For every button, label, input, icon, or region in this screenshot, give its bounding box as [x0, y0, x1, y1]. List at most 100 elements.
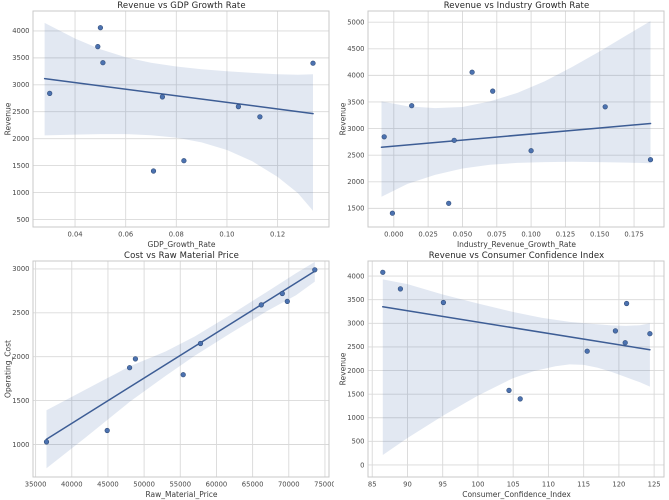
- y-tick-label: 2500: [12, 108, 29, 116]
- scatter-point: [380, 269, 386, 275]
- y-tick-label: 2500: [347, 151, 364, 159]
- x-tick-label: 40000: [61, 481, 83, 489]
- x-tick-label: 0.06: [118, 231, 133, 239]
- chart-title: Cost vs Raw Material Price: [124, 251, 239, 261]
- x-tick-label: 0.075: [487, 231, 506, 239]
- y-axis-label: Revenue: [338, 352, 348, 386]
- scatter-point: [197, 340, 204, 347]
- y-tick-label: 4000: [347, 272, 364, 280]
- scatter-point: [310, 60, 316, 66]
- scatter-point: [622, 340, 628, 346]
- y-tick-label: 3000: [347, 125, 364, 133]
- x-tick-label: 35000: [25, 481, 47, 489]
- x-tick-label: 0.000: [384, 231, 403, 239]
- y-tick-label: 3500: [347, 296, 364, 304]
- y-tick-label: 4500: [347, 45, 364, 53]
- scatter-point: [132, 356, 138, 362]
- y-tick-label: 3500: [347, 98, 364, 106]
- revenue-vs-gdp-plot: 0.04 0.06 0.08 0.10 0.12 500 1000 1500 2000 2500 3…: [12, 10, 330, 239]
- x-tick-label: 125: [648, 481, 661, 489]
- x-tick-label: 0.12: [270, 231, 285, 239]
- scatter-point: [47, 90, 53, 96]
- scatter-point: [95, 43, 101, 50]
- chart-title: Revenue vs Industry Growth Rate: [443, 1, 590, 11]
- x-axis-label: GDP_Growth_Rate: [147, 240, 216, 249]
- y-axis-label: Revenue: [338, 102, 348, 136]
- x-tick-label: 0.050: [453, 231, 472, 239]
- scatter-point: [279, 290, 285, 297]
- scatter-point: [104, 427, 110, 434]
- cost-vs-raw-material-plot: 35000 40000 45000 50000 55000 60000 65000 70000…: [12, 260, 334, 489]
- scatter-point: [469, 69, 475, 75]
- y-tick-label: 500: [17, 216, 30, 224]
- scatter-point: [440, 299, 446, 306]
- revenue-vs-industry-plot: 0.000 0.025 0.050 0.075 0.100 0.125 0.150 0.175…: [347, 10, 665, 239]
- chart-title: Revenue vs GDP Growth Rate: [117, 1, 246, 11]
- chart-title: Revenue vs Consumer Confidence Index: [428, 251, 605, 261]
- y-tick-label: 4000: [12, 27, 29, 35]
- confidence-band: [44, 22, 313, 211]
- x-tick-label: 0.04: [67, 231, 82, 239]
- y-tick-label: 4000: [347, 72, 364, 80]
- x-axis-label: Raw_Material_Price: [145, 490, 218, 499]
- scatter-point: [235, 103, 241, 110]
- x-tick-label: 60000: [206, 481, 228, 489]
- confidence-band: [382, 279, 650, 455]
- regression-line: [380, 122, 652, 148]
- scatter-point: [100, 60, 106, 66]
- scatter-point: [284, 298, 290, 305]
- x-axis-label: Industry_Revenue_Growth_Rate: [456, 240, 577, 249]
- scatter-point: [506, 387, 512, 393]
- scatter-point: [180, 372, 186, 378]
- chart-revenue-vs-industry-growth: 0.000 0.025 0.050 0.075 0.100 0.125 0.150 0.175…: [335, 0, 669, 250]
- scatter-point: [312, 267, 318, 273]
- scatter-point: [647, 157, 654, 163]
- x-tick-label: 70000: [278, 481, 300, 489]
- x-axis-label: Consumer_Confidence_Index: [462, 490, 571, 499]
- plot-background: [33, 261, 329, 477]
- x-tick-label: 85: [368, 481, 377, 489]
- y-tick-label: 2500: [12, 309, 29, 317]
- scatter-point: [451, 137, 457, 143]
- y-axis-label: Operating_Cost: [3, 340, 13, 398]
- scatter-point: [446, 200, 452, 206]
- scatter-point: [258, 302, 264, 308]
- y-axis-label: Revenue: [3, 102, 13, 136]
- axes-spine: [367, 10, 665, 228]
- x-tick-label: 65000: [242, 481, 264, 489]
- plot-background: [368, 11, 664, 227]
- x-tick-label: 50000: [133, 481, 155, 489]
- axes-spine: [32, 10, 330, 228]
- regression-line: [382, 306, 651, 351]
- x-tick-label: 110: [542, 481, 555, 489]
- x-tick-label: 75000: [314, 481, 334, 489]
- y-tick-label: 1000: [12, 441, 29, 449]
- scatter-point: [43, 439, 50, 445]
- scatter-point: [624, 300, 630, 307]
- scatter-point: [181, 158, 187, 164]
- chart-revenue-vs-gdp: 0.04 0.06 0.08 0.10 0.12 500 1000 1500 2000 2500 3…: [0, 0, 334, 250]
- scatter-point: [257, 114, 263, 120]
- y-tick-label: 1500: [347, 390, 364, 398]
- x-tick-label: 45000: [97, 481, 119, 489]
- revenue-vs-consumer-confidence-plot: 85 90 95 100 105 110 115 120 125 0 500 1000 1500 2000…: [347, 260, 665, 489]
- y-tick-label: 1000: [347, 414, 364, 422]
- y-tick-label: 1000: [12, 189, 29, 197]
- regression-line: [43, 77, 314, 115]
- y-tick-label: 1500: [12, 397, 29, 405]
- y-tick-label: 0: [360, 461, 364, 469]
- scatter-point: [517, 396, 523, 402]
- axes-spine: [367, 260, 665, 478]
- scatter-point: [490, 88, 496, 94]
- y-tick-label: 3000: [12, 81, 29, 89]
- scatter-point: [381, 134, 387, 140]
- x-tick-label: 100: [471, 481, 484, 489]
- x-tick-label: 120: [612, 481, 625, 489]
- scatter-point: [602, 104, 608, 110]
- x-tick-label: 0.150: [590, 231, 609, 239]
- chart-cost-vs-raw-material: 35000 40000 45000 50000 55000 60000 65000 70000…: [0, 250, 335, 500]
- y-tick-label: 1500: [12, 162, 29, 170]
- y-tick-label: 2000: [347, 178, 364, 186]
- x-tick-label: 105: [507, 481, 520, 489]
- x-tick-label: 0.08: [169, 231, 184, 239]
